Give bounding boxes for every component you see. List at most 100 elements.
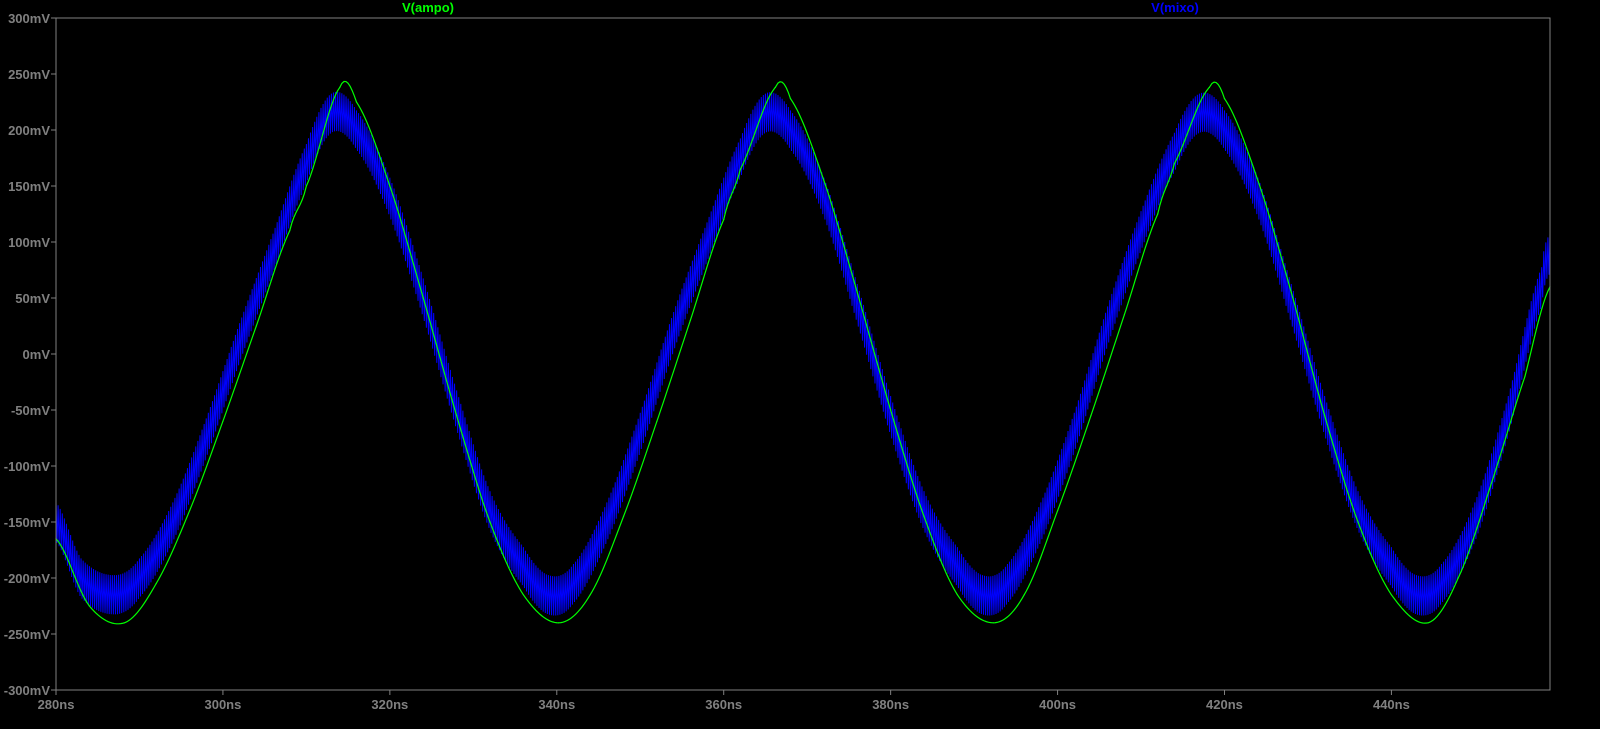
data-point [331,113,332,114]
y-tick-label: 100mV [8,235,50,250]
x-tick-label: 380ns [872,697,909,712]
data-point [993,622,994,623]
data-point [982,594,983,595]
data-point [389,197,390,198]
data-point [1174,152,1175,153]
data-point [1257,180,1258,181]
y-tick-label: -250mV [4,627,51,642]
data-point [172,521,173,522]
y-tick-label: 0mV [23,347,51,362]
data-point [740,169,741,170]
data-point [790,129,791,130]
data-point [1057,510,1058,511]
data-point [1124,314,1125,315]
data-point [706,241,707,242]
data-point [1040,521,1041,522]
x-tick-label: 320ns [371,697,408,712]
y-tick-label: 150mV [8,179,50,194]
data-point [239,342,240,343]
data-point [1024,594,1025,595]
data-point [1357,510,1358,511]
data-point [1391,566,1392,567]
data-point [1174,163,1175,164]
data-point [523,594,524,595]
data-point [1428,622,1429,623]
data-point [590,594,591,595]
data-point [573,583,574,584]
data-point [890,409,891,410]
data-point [456,409,457,410]
data-point [1524,376,1525,377]
data-point [356,129,357,130]
data-point [1291,292,1292,293]
data-point [1224,129,1225,130]
data-point [489,510,490,511]
data-point [957,566,958,567]
y-tick-label: 50mV [15,291,50,306]
data-point [289,230,290,231]
data-point [456,415,457,416]
y-tick-label: 200mV [8,123,50,138]
data-point [156,583,157,584]
data-point [339,87,340,88]
data-point [740,157,741,158]
x-tick-label: 400ns [1039,697,1076,712]
data-point [1157,213,1158,214]
data-point [206,437,207,438]
data-point [356,101,357,102]
data-point [775,87,776,88]
data-point [1541,286,1542,287]
data-point [548,594,549,595]
x-tick-label: 280ns [38,697,75,712]
data-point [957,594,958,595]
data-point [640,432,641,433]
data-point [523,566,524,567]
data-point [1199,113,1200,114]
y-tick-label: -300mV [4,683,51,698]
data-point [1224,98,1225,99]
data-point [558,622,559,623]
y-tick-label: 250mV [8,67,50,82]
legend-label-v-ampo-[interactable]: V(ampo) [402,0,454,15]
data-point [1458,577,1459,578]
data-point [823,180,824,181]
data-point [673,331,674,332]
data-point [765,113,766,114]
data-point [1140,230,1141,231]
data-point [423,297,424,298]
data-point [857,303,858,304]
data-point [139,577,140,578]
data-point [890,415,891,416]
y-tick-label: -50mV [11,403,50,418]
data-point [1257,197,1258,198]
data-point [1324,415,1325,416]
data-point [1074,432,1075,433]
data-point [1416,594,1417,595]
data-point [1474,521,1475,522]
data-point [857,292,858,293]
data-point [623,516,624,517]
data-point [1491,482,1492,483]
data-point [1007,583,1008,584]
legend-label-v-mixo-[interactable]: V(mixo) [1151,0,1199,15]
data-point [1090,415,1091,416]
data-point [923,516,924,517]
x-tick-label: 300ns [204,697,241,712]
y-tick-label: -150mV [4,515,51,530]
data-point [923,510,924,511]
y-tick-label: -200mV [4,571,51,586]
data-point [489,521,490,522]
data-point [306,163,307,164]
data-point [189,510,190,511]
data-point [80,577,81,578]
data-point [389,185,390,186]
data-point [1391,594,1392,595]
x-tick-label: 440ns [1373,697,1410,712]
data-point [1291,303,1292,304]
data-point [790,98,791,99]
data-point [272,253,273,254]
data-point [1357,521,1358,522]
data-point [656,421,657,422]
